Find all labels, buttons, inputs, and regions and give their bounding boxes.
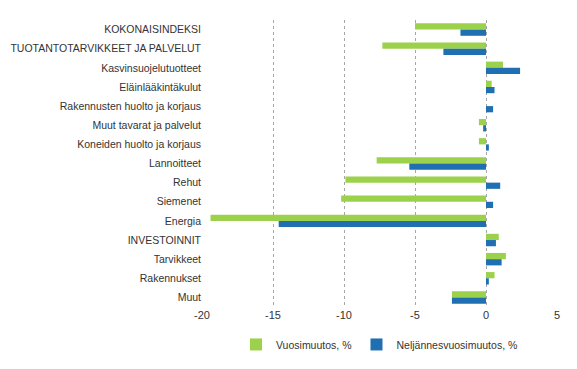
svg-text:Lannoitteet: Lannoitteet bbox=[149, 157, 201, 169]
svg-text:Vuosimuutos, %: Vuosimuutos, % bbox=[276, 339, 351, 351]
svg-text:5: 5 bbox=[554, 309, 560, 321]
svg-text:INVESTOINNIT: INVESTOINNIT bbox=[128, 234, 202, 246]
svg-text:KOKONAISINDEKSI: KOKONAISINDEKSI bbox=[104, 23, 201, 35]
svg-text:Tarvikkeet: Tarvikkeet bbox=[154, 253, 201, 265]
svg-text:-10: -10 bbox=[336, 309, 352, 321]
svg-text:Muut tavarat ja palvelut: Muut tavarat ja palvelut bbox=[92, 119, 201, 131]
svg-text:Neljännesvuosimuutos, %: Neljännesvuosimuutos, % bbox=[396, 339, 517, 351]
svg-text:Rehut: Rehut bbox=[173, 176, 201, 188]
svg-text:Energia: Energia bbox=[165, 215, 201, 227]
svg-text:Eläinlääkintäkulut: Eläinlääkintäkulut bbox=[119, 81, 201, 93]
svg-text:Siemenet: Siemenet bbox=[157, 195, 201, 207]
svg-text:Koneiden huolto ja korjaus: Koneiden huolto ja korjaus bbox=[77, 138, 201, 150]
svg-text:0: 0 bbox=[483, 309, 489, 321]
svg-text:TUOTANTOTARVIKKEET JA PALVELUT: TUOTANTOTARVIKKEET JA PALVELUT bbox=[10, 42, 201, 54]
svg-text:Rakennukset: Rakennukset bbox=[140, 272, 201, 284]
svg-text:-20: -20 bbox=[194, 309, 210, 321]
svg-text:Kasvinsuojelutuotteet: Kasvinsuojelutuotteet bbox=[101, 62, 201, 74]
svg-text:-15: -15 bbox=[265, 309, 281, 321]
svg-text:Muut: Muut bbox=[178, 291, 201, 303]
svg-text:-5: -5 bbox=[410, 309, 420, 321]
svg-text:Rakennusten huolto ja korjaus: Rakennusten huolto ja korjaus bbox=[60, 100, 201, 112]
